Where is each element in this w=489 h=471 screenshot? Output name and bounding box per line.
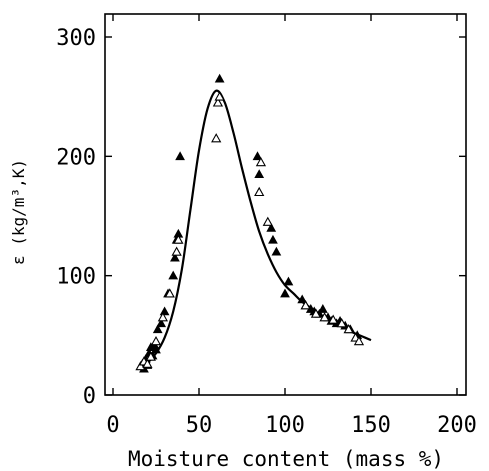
data-point-open xyxy=(310,308,322,318)
data-point-filled xyxy=(254,169,265,178)
data-point-open xyxy=(150,335,162,346)
data-point-filled xyxy=(159,306,170,316)
data-point-filled xyxy=(317,304,328,313)
data-point-open xyxy=(211,133,222,143)
y-axis-title: ε (kg/m³,K) xyxy=(9,159,28,265)
y-tick-label: 300 xyxy=(56,26,96,51)
data-points xyxy=(135,73,365,373)
data-point-open xyxy=(343,324,354,334)
data-point-open xyxy=(254,186,265,197)
data-point-filled xyxy=(156,318,167,328)
data-point-open xyxy=(157,312,169,322)
data-point-filled xyxy=(175,151,185,161)
data-point-open xyxy=(142,358,153,368)
data-point-open xyxy=(255,156,267,167)
data-point-filled xyxy=(280,288,290,298)
data-point-open xyxy=(212,97,224,107)
data-point-filled xyxy=(214,73,225,83)
data-point-filled xyxy=(151,344,161,354)
axis-ticks xyxy=(105,14,466,396)
y-tick-label: 100 xyxy=(56,265,96,290)
data-point-open xyxy=(214,91,225,101)
data-point-open xyxy=(300,300,311,310)
y-tick-label: 0 xyxy=(83,384,96,409)
data-point-filled xyxy=(266,222,277,232)
data-point-filled xyxy=(268,234,278,244)
data-point-open xyxy=(262,216,273,226)
y-tick-label: 200 xyxy=(56,145,96,170)
x-tick-label: 0 xyxy=(106,413,119,438)
data-point-open xyxy=(328,314,339,324)
data-point-filled xyxy=(271,246,282,256)
plot-frame xyxy=(104,13,467,396)
data-point-filled xyxy=(283,276,294,286)
x-tick-label: 150 xyxy=(351,413,391,438)
data-point-filled xyxy=(152,324,163,334)
x-tick-label: 200 xyxy=(437,413,477,438)
data-point-filled xyxy=(252,151,263,161)
tick-labels: 0 50 100 150 200 0 100 200 300 xyxy=(56,26,477,438)
data-point-filled xyxy=(170,252,180,262)
data-point-open xyxy=(171,246,182,256)
x-axis-title: Moisture content (mass %) xyxy=(128,447,444,471)
data-point-filled xyxy=(168,270,179,280)
data-point-open xyxy=(336,318,347,328)
data-point-open xyxy=(145,351,156,361)
data-point-open xyxy=(319,312,330,322)
data-point-open xyxy=(164,288,175,298)
data-point-open xyxy=(353,335,365,346)
data-point-open xyxy=(173,234,184,244)
x-tick-label: 100 xyxy=(265,413,305,438)
x-tick-label: 50 xyxy=(186,413,213,438)
data-point-filled xyxy=(297,294,308,304)
